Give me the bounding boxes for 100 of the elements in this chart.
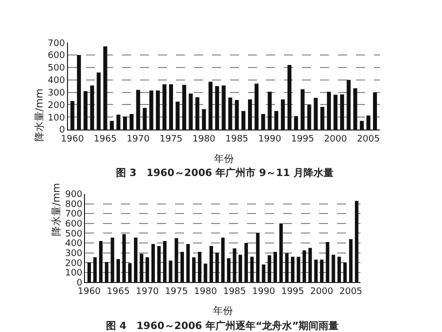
bar (349, 239, 353, 282)
y-tick-label: 200 (65, 258, 83, 269)
bar (287, 65, 292, 130)
bar (343, 262, 347, 282)
bar (248, 99, 252, 130)
bar (261, 114, 266, 130)
bar (110, 238, 114, 282)
y-tick-label: 300 (65, 248, 83, 259)
bar (70, 101, 74, 130)
x-tick-label: 1960 (60, 134, 84, 144)
bar (134, 238, 138, 282)
bar (215, 86, 220, 130)
x-tick-label: 2005 (356, 134, 380, 144)
x-tick-label: 2005 (339, 287, 362, 298)
x-tick-label: 1990 (252, 287, 276, 298)
bar (274, 110, 278, 130)
bar (215, 252, 219, 282)
bar (169, 84, 174, 130)
bar (302, 250, 306, 282)
x-tick-label: 1970 (136, 287, 160, 298)
bar (168, 260, 172, 282)
bar (151, 244, 155, 282)
bar (232, 248, 236, 282)
y-tick-label: 500 (48, 64, 66, 74)
bar (99, 241, 103, 282)
bar (130, 114, 134, 130)
bar (157, 246, 161, 282)
bar (202, 109, 206, 130)
x-tick-label: 1985 (225, 134, 248, 144)
y-tick-label: 700 (65, 210, 83, 220)
bar (110, 120, 114, 130)
y-tick-label: 500 (65, 229, 83, 240)
bar (254, 84, 259, 130)
bar (337, 256, 341, 282)
bar (268, 255, 272, 282)
bar (234, 100, 239, 130)
bar (360, 120, 364, 130)
x-axis-title: 年份 (213, 305, 233, 317)
bar (93, 257, 97, 282)
y-tick-label: 100 (48, 113, 66, 124)
bar (238, 254, 242, 282)
bar (326, 92, 331, 130)
bar (176, 102, 180, 130)
bar (332, 254, 336, 282)
bar (241, 110, 246, 130)
bar (314, 260, 318, 282)
bar (149, 90, 154, 130)
text: 图 3 1960～2006 年广州市 9～11 月降水量 (116, 167, 334, 179)
y-tick-label: 200 (48, 100, 66, 111)
bar (256, 232, 260, 282)
bar (136, 90, 140, 130)
bar (244, 243, 248, 282)
x-tick-label: 1960 (78, 287, 101, 298)
x-tick-label: 2000 (324, 134, 348, 144)
bar (174, 238, 178, 282)
y-tick-label: 0 (76, 278, 83, 288)
bar (308, 248, 312, 282)
bar (279, 223, 283, 282)
y-tick-label: 300 (48, 88, 66, 98)
x-tick-label: 1970 (126, 134, 150, 144)
bar (320, 106, 324, 130)
x-tick-label: 1965 (106, 287, 130, 298)
bar (320, 260, 324, 282)
y-tick-label: 900 (65, 190, 83, 200)
bar (122, 234, 126, 282)
bar (204, 264, 208, 282)
y-tick-label: 700 (48, 38, 66, 49)
bar (180, 252, 184, 282)
x-tick-label: 1975 (160, 134, 182, 144)
bar (307, 104, 312, 130)
bar (210, 246, 214, 282)
bar (354, 200, 358, 282)
bar (140, 254, 144, 282)
bar (186, 244, 190, 282)
y-axis-title: 降水量/mm (50, 182, 63, 236)
bar (146, 257, 150, 282)
bar (90, 85, 94, 130)
bar (87, 262, 91, 282)
y-tick-label: 600 (65, 220, 83, 230)
bar (274, 252, 277, 282)
x-tick-label: 1975 (164, 287, 188, 298)
x-tick-label: 2000 (310, 287, 334, 298)
bar (373, 92, 377, 130)
y-tick-label: 100 (65, 268, 83, 279)
bar (226, 258, 230, 282)
bar (156, 90, 160, 130)
x-tick-label: 1985 (223, 287, 246, 298)
bar (198, 252, 202, 282)
bar (326, 242, 330, 282)
bar (116, 114, 120, 130)
x-tick-label: 1980 (194, 287, 218, 298)
bar (162, 84, 166, 130)
x-tick-label: 1990 (258, 134, 282, 144)
y-tick-label: 400 (48, 76, 66, 86)
x-tick-label: 1995 (291, 134, 314, 144)
y-tick-label: 800 (65, 200, 83, 210)
bar (76, 55, 81, 130)
bar (192, 257, 196, 282)
bar (285, 253, 289, 282)
bar (128, 263, 132, 282)
